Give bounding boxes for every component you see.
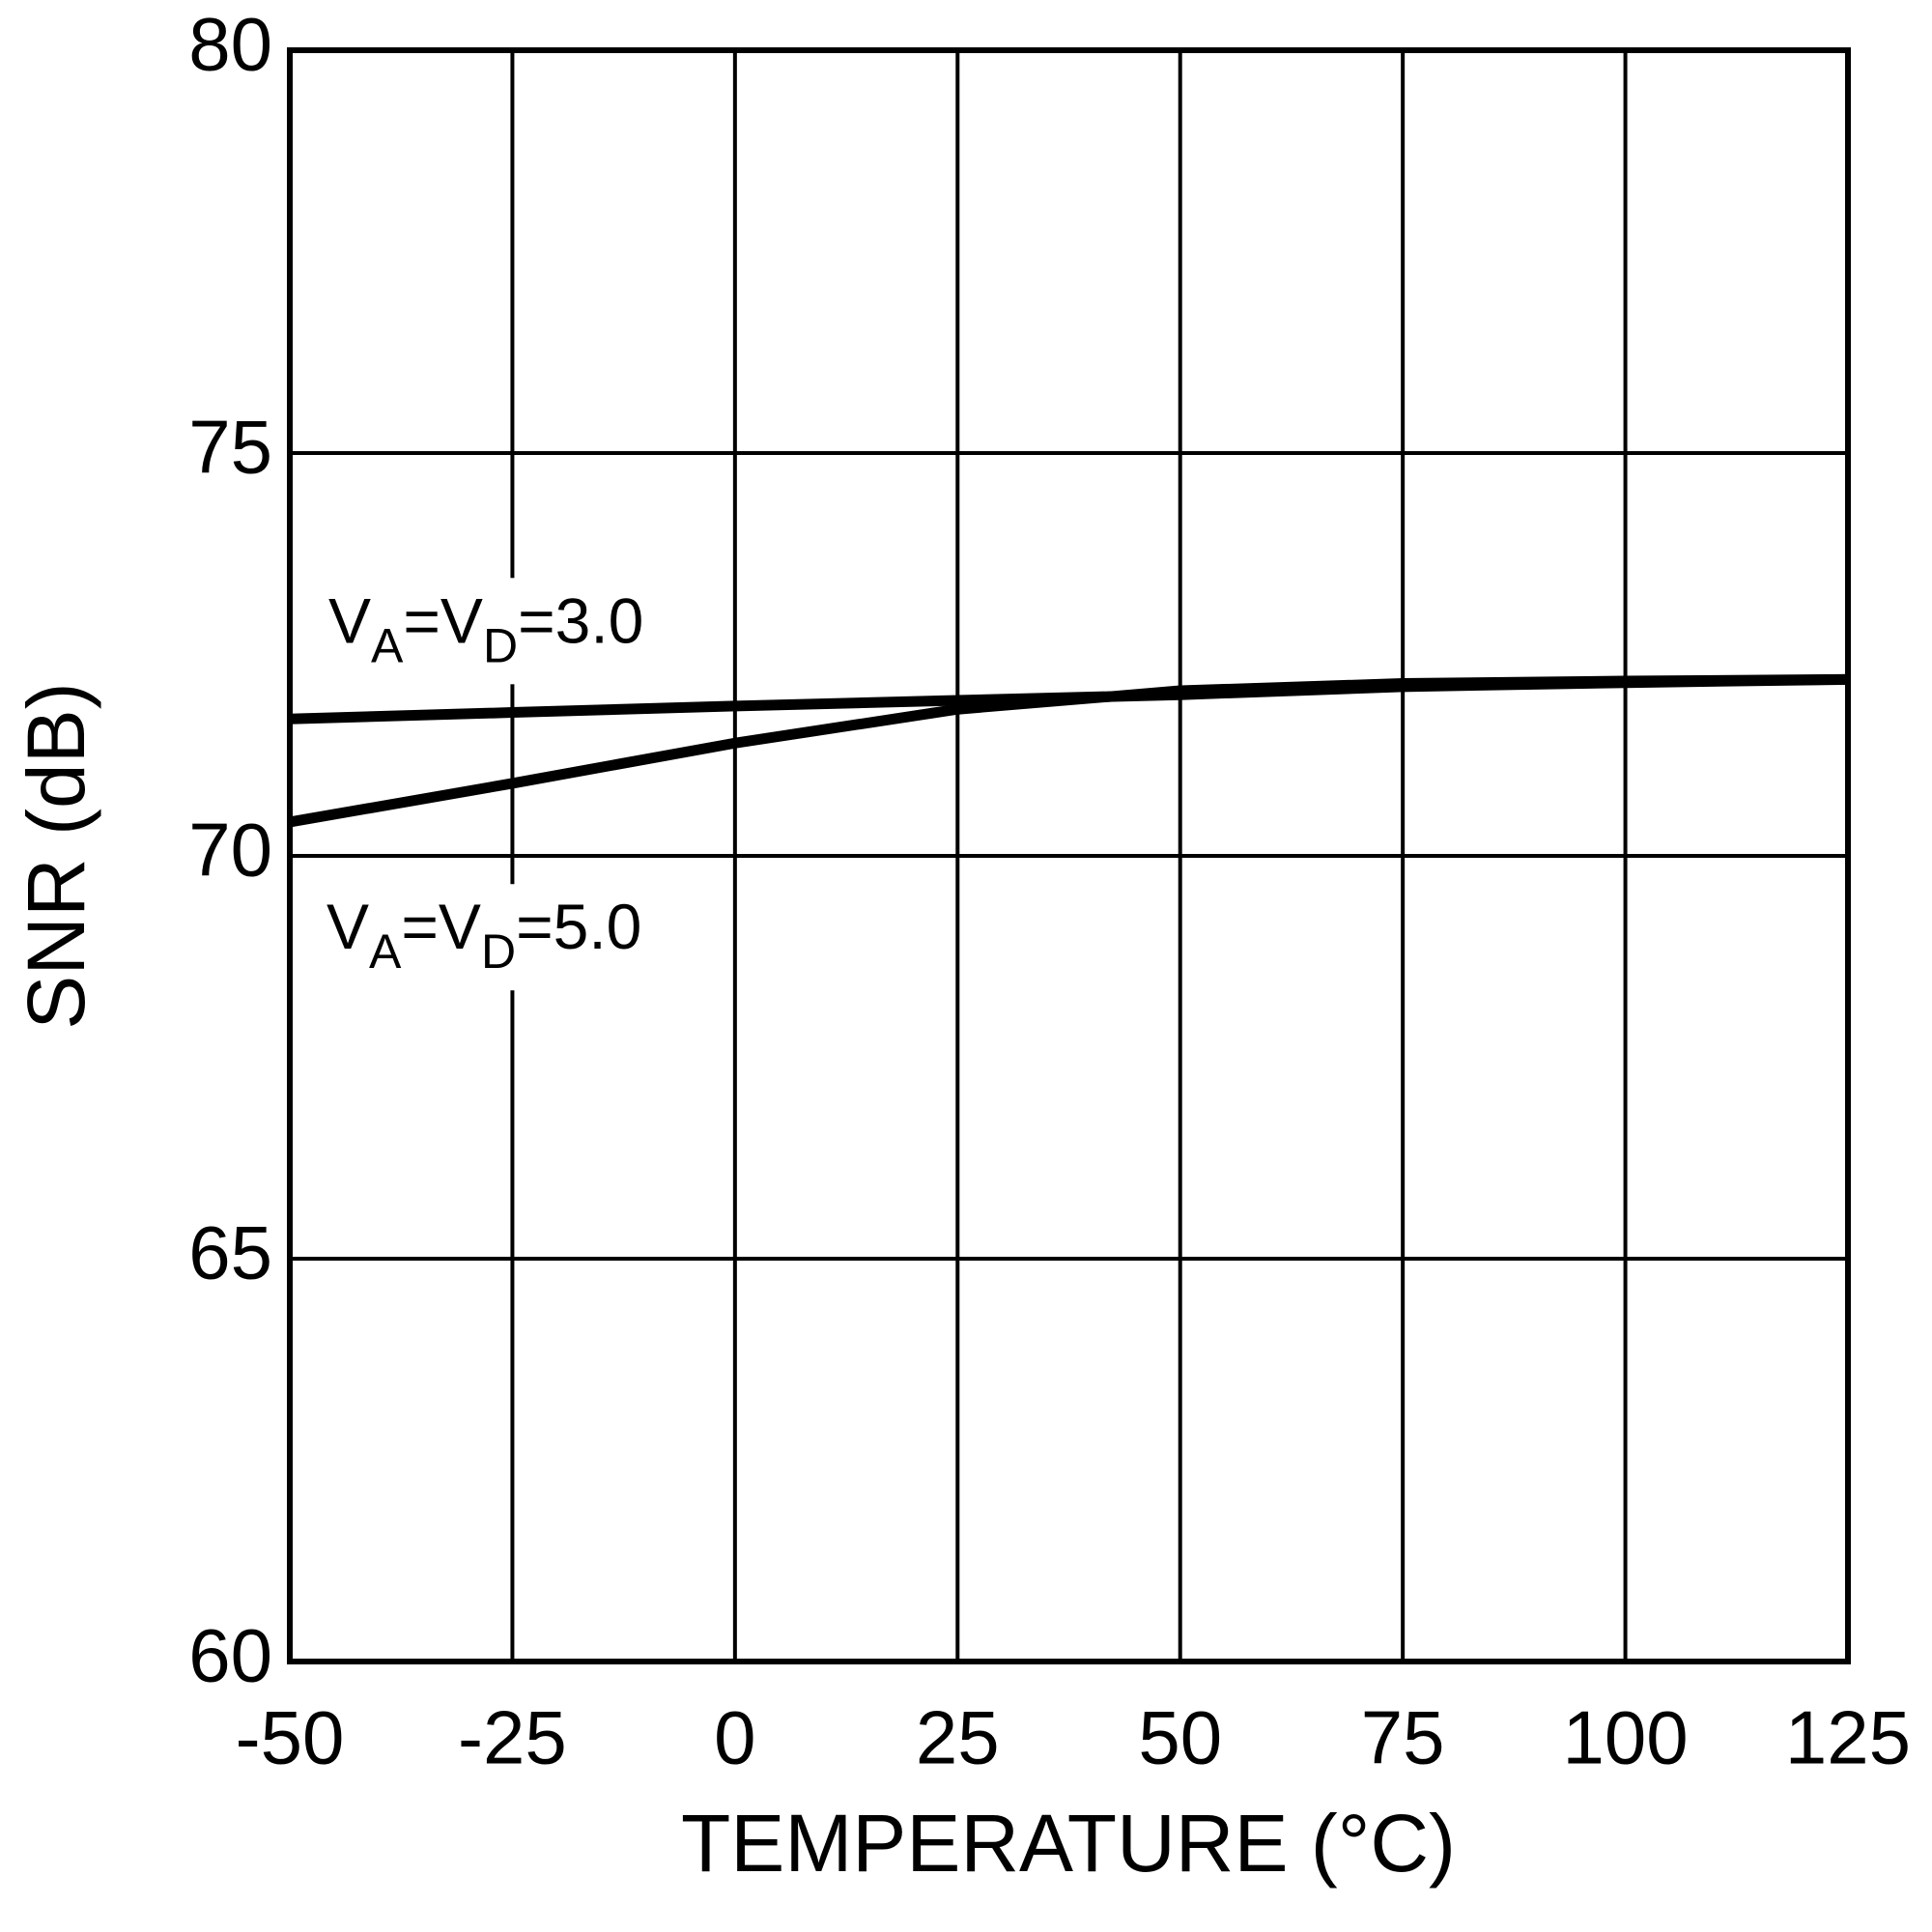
x-axis-title: TEMPERATURE (°C) [681,1798,1456,1889]
annotation-text: V [327,892,369,963]
y-tick-label: 75 [188,405,272,490]
annotation-background [321,884,688,991]
x-tick-label: 0 [714,1695,755,1780]
annotation-text: V [328,585,371,657]
annotation: VA=VD=3.0 [328,585,643,673]
y-tick-label: 70 [188,808,272,893]
annotation-subscript: A [371,619,404,673]
y-tick-label: 60 [188,1613,272,1698]
x-tick-label: -50 [236,1695,345,1780]
annotation-subscript: D [483,619,518,673]
y-tick-label: 80 [188,2,272,87]
y-tick-label: 65 [188,1210,272,1295]
annotation-text: =V [401,892,481,963]
y-axis-title: SNR (dB) [11,682,101,1029]
x-tick-label: 75 [1361,1695,1445,1780]
annotation-background [323,578,690,685]
annotation: VA=VD=5.0 [327,892,641,980]
annotation-subscript: A [369,924,402,979]
annotation-subscript: D [481,924,516,979]
annotation-text: =V [403,585,483,657]
annotation-text: =5.0 [516,892,641,963]
x-tick-label: 125 [1785,1695,1911,1780]
x-tick-label: 100 [1563,1695,1689,1780]
series-line [289,673,1849,828]
x-tick-label: 25 [916,1695,1000,1780]
x-tick-label: 50 [1138,1695,1222,1780]
x-tick-label: -25 [458,1695,567,1780]
annotation-text: =3.0 [518,585,643,657]
plot-frame [287,47,1851,1664]
